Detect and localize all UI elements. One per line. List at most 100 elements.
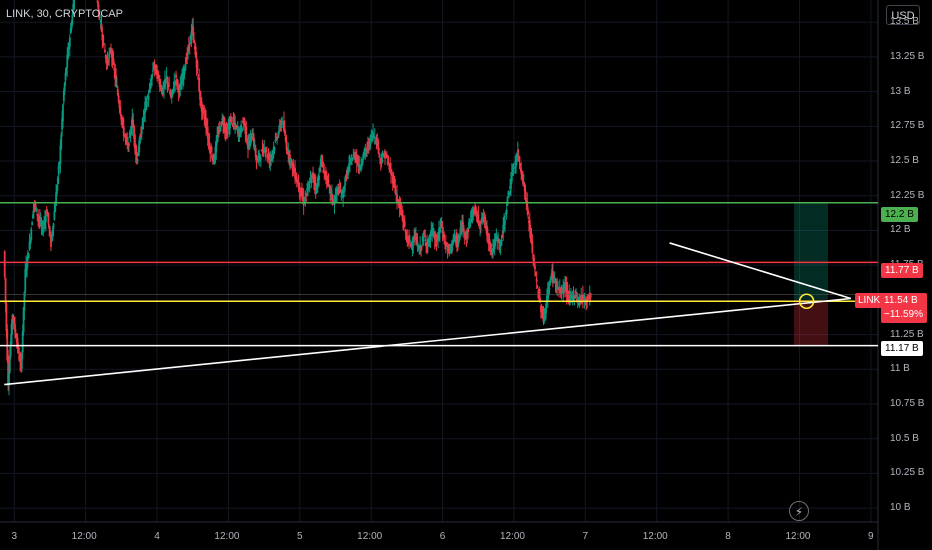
candle-body — [187, 45, 190, 47]
candle-body — [373, 137, 376, 139]
candle-body — [49, 232, 52, 235]
candle-body — [140, 130, 143, 134]
candle-body — [198, 77, 201, 91]
candle-body — [356, 161, 359, 163]
candle-body — [126, 140, 129, 143]
candle-body — [29, 239, 32, 245]
candle-body — [549, 278, 552, 283]
candle-body — [11, 315, 14, 328]
candle-body — [108, 53, 111, 59]
y-tick-label: 12.5 B — [890, 155, 919, 167]
candle-body — [396, 194, 398, 201]
candle-body — [527, 210, 529, 215]
candle-body — [280, 122, 283, 129]
candle-body — [235, 126, 237, 129]
candle-body — [365, 149, 368, 152]
candle-body — [343, 184, 346, 191]
candle-body — [130, 127, 133, 134]
level-label-green: 12.2 B — [881, 207, 918, 222]
candle-body — [290, 160, 293, 162]
candle-body — [394, 185, 397, 194]
candle-body — [250, 133, 253, 135]
candle-body — [70, 25, 73, 30]
candle-body — [402, 215, 404, 222]
candle-body — [337, 190, 340, 194]
candle-body — [210, 149, 213, 151]
currency-button[interactable]: USD — [886, 5, 920, 25]
candle-body — [134, 134, 136, 149]
candle-body — [506, 197, 509, 206]
candle-body — [457, 239, 460, 244]
candle-body — [136, 158, 139, 163]
candle-body — [180, 83, 183, 90]
candle-body — [494, 236, 497, 242]
candle-body — [410, 242, 413, 245]
candle-body — [395, 193, 398, 195]
candle-body — [184, 63, 187, 71]
candle-body — [21, 331, 24, 353]
candle-body — [152, 70, 154, 72]
candle-body — [313, 175, 315, 183]
candle-body — [386, 161, 389, 164]
candle-body — [405, 231, 408, 239]
candle-body — [508, 192, 511, 195]
candle-body — [186, 54, 189, 56]
candle-body — [20, 353, 23, 369]
candle-body — [103, 43, 105, 45]
candle-body — [217, 129, 220, 132]
candle-body — [474, 206, 477, 209]
candle-body — [533, 257, 535, 262]
candle-body — [524, 191, 527, 199]
candle-body — [256, 159, 259, 161]
candle-body — [258, 153, 261, 160]
candle-body — [532, 254, 535, 260]
candle-body — [289, 154, 291, 163]
candle-body — [265, 150, 268, 152]
lightning-icon[interactable]: ⚡︎ — [789, 501, 809, 521]
candle-body — [507, 191, 510, 198]
candle-body — [5, 303, 8, 332]
candle-body — [433, 236, 436, 240]
candle-body — [516, 156, 518, 162]
descending-trendline — [669, 242, 852, 300]
candle-body — [4, 278, 7, 304]
candle-body — [199, 99, 202, 103]
candle-body — [504, 220, 506, 225]
candle-body — [528, 220, 531, 231]
candle-body — [56, 187, 58, 195]
candle-body — [254, 148, 257, 158]
candle-body — [450, 247, 452, 249]
candle-body — [163, 79, 166, 87]
candle-body — [109, 49, 111, 52]
candle-body — [68, 37, 71, 47]
candle-body — [39, 221, 42, 223]
candle-body — [441, 230, 444, 234]
candle-body — [541, 310, 544, 318]
candle-body — [115, 74, 117, 82]
candle-body — [505, 209, 508, 214]
candle-body — [301, 190, 303, 198]
candle-body — [147, 96, 150, 101]
candle-body — [262, 147, 265, 155]
candle-body — [522, 183, 525, 185]
candle-body — [364, 148, 367, 155]
candle-body — [319, 168, 321, 171]
candle-body — [43, 223, 46, 226]
candle-body — [265, 149, 267, 152]
candle-body — [34, 203, 37, 208]
symbol-label[interactable]: LINK, 30, CRYPTOCAP — [6, 8, 123, 20]
candle-body — [318, 175, 320, 181]
candle-body — [471, 215, 474, 218]
candle-body — [338, 187, 341, 190]
candle-body — [412, 244, 415, 246]
candle-body — [119, 106, 122, 115]
candle-body — [486, 225, 488, 236]
candle-body — [116, 89, 119, 95]
candle-body — [490, 244, 493, 248]
candle-body — [519, 163, 522, 167]
x-tick-label: 8 — [725, 531, 731, 542]
candle-body — [18, 354, 21, 361]
candle-body — [139, 135, 141, 144]
candle-body — [586, 299, 589, 302]
